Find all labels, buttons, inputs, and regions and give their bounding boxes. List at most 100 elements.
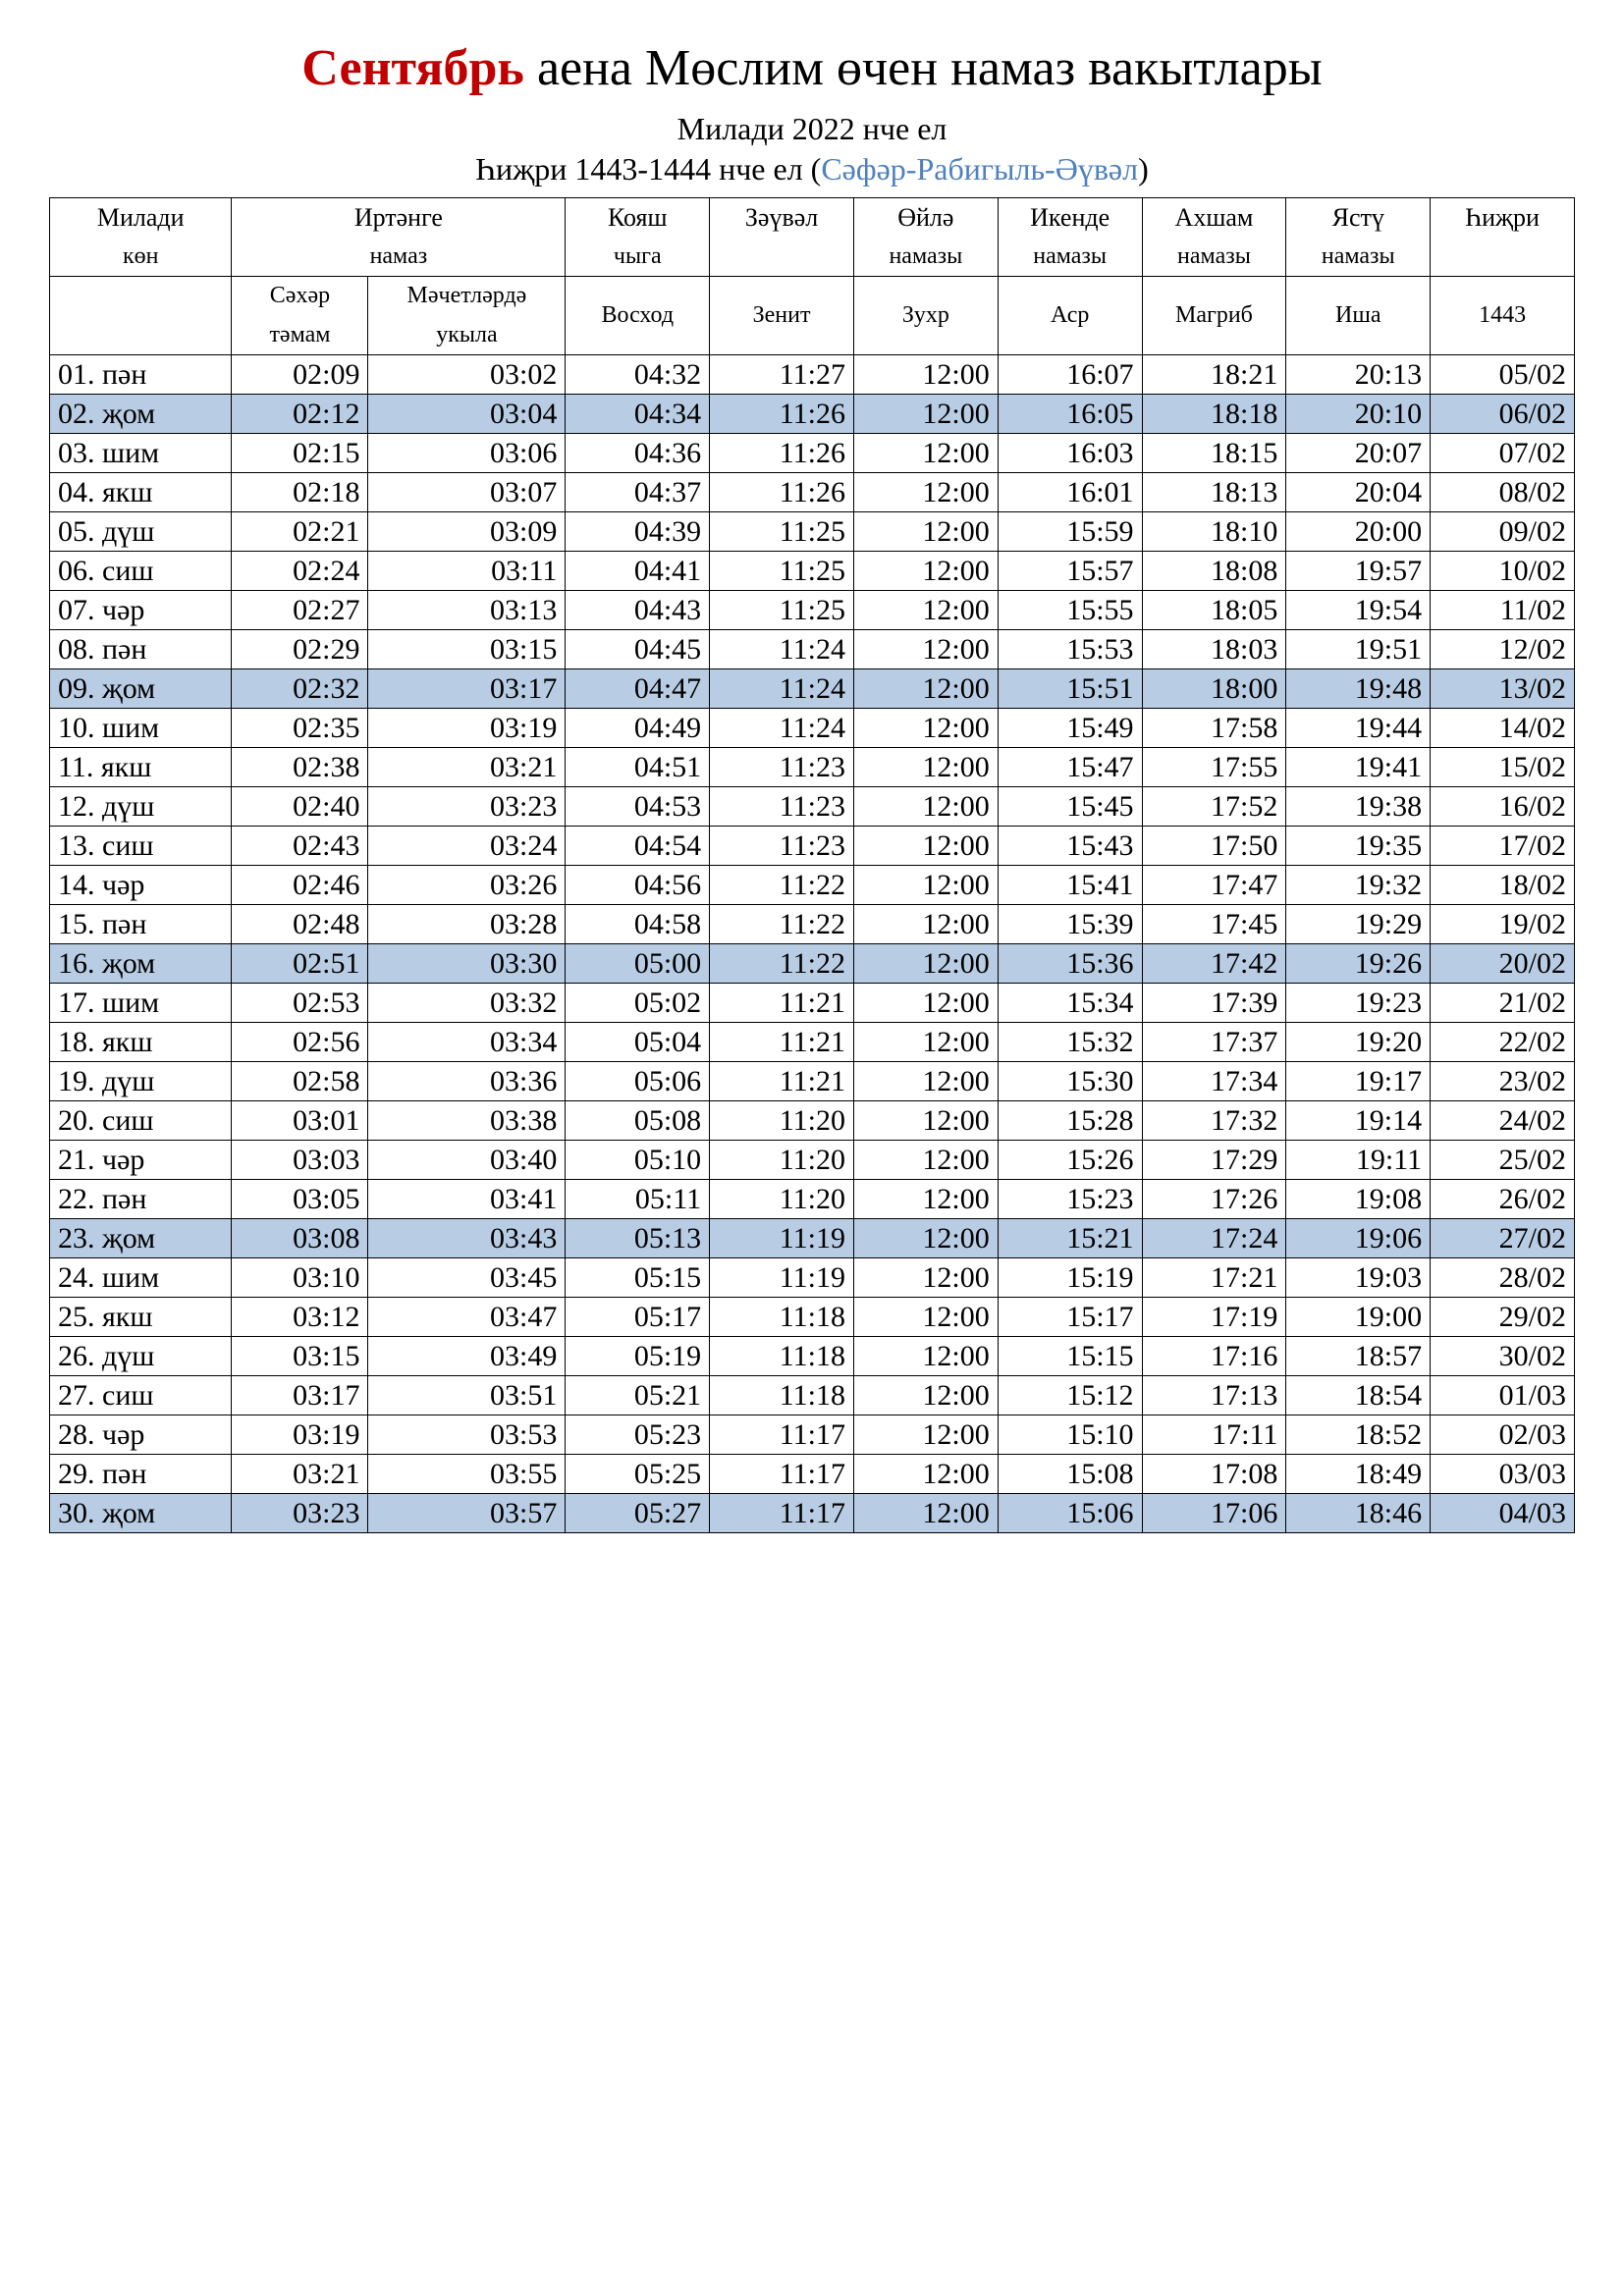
table-row: 28. чәр03:1903:5305:2311:1712:0015:1017:… xyxy=(50,1415,1575,1455)
cell-mosque: 03:23 xyxy=(368,787,566,827)
th-sahar: Сәхәр xyxy=(232,277,368,316)
cell-maghrib: 17:24 xyxy=(1142,1219,1286,1258)
cell-maghrib: 17:16 xyxy=(1142,1337,1286,1376)
cell-isha: 19:57 xyxy=(1286,552,1431,591)
cell-sunrise: 04:32 xyxy=(566,355,710,395)
cell-asr: 15:57 xyxy=(998,552,1142,591)
cell-asr: 15:53 xyxy=(998,630,1142,669)
cell-hijri: 01/03 xyxy=(1431,1376,1575,1415)
cell-zenith: 11:22 xyxy=(710,866,854,905)
cell-isha: 19:03 xyxy=(1286,1258,1431,1298)
table-row: 18. якш02:5603:3405:0411:2112:0015:3217:… xyxy=(50,1023,1575,1062)
cell-zuhr: 12:00 xyxy=(853,1180,998,1219)
table-row: 24. шим03:1003:4505:1511:1912:0015:1917:… xyxy=(50,1258,1575,1298)
th-namazy2: намазы xyxy=(998,238,1142,277)
day: 26. дүш xyxy=(50,1337,232,1376)
th-yastu: Ястү xyxy=(1286,198,1431,238)
cell-maghrib: 17:50 xyxy=(1142,827,1286,866)
cell-zenith: 11:22 xyxy=(710,944,854,984)
cell-zuhr: 12:00 xyxy=(853,787,998,827)
th-zuhr: Зухр xyxy=(853,277,998,355)
day: 10. шим xyxy=(50,709,232,748)
table-row: 21. чәр03:0303:4005:1011:2012:0015:2617:… xyxy=(50,1141,1575,1180)
cell-asr: 15:47 xyxy=(998,748,1142,787)
hijri-suffix: ) xyxy=(1138,151,1149,187)
th-namaz: намаз xyxy=(232,238,566,277)
cell-zenith: 11:18 xyxy=(710,1298,854,1337)
cell-mosque: 03:41 xyxy=(368,1180,566,1219)
cell-maghrib: 18:15 xyxy=(1142,434,1286,473)
cell-mosque: 03:40 xyxy=(368,1141,566,1180)
cell-hijri: 30/02 xyxy=(1431,1337,1575,1376)
cell-mosque: 03:21 xyxy=(368,748,566,787)
day: 05. дүш xyxy=(50,512,232,552)
cell-maghrib: 17:37 xyxy=(1142,1023,1286,1062)
cell-isha: 19:14 xyxy=(1286,1101,1431,1141)
cell-asr: 15:34 xyxy=(998,984,1142,1023)
cell-hijri: 15/02 xyxy=(1431,748,1575,787)
cell-zenith: 11:24 xyxy=(710,630,854,669)
table-row: 05. дүш02:2103:0904:3911:2512:0015:5918:… xyxy=(50,512,1575,552)
cell-mosque: 03:32 xyxy=(368,984,566,1023)
cell-isha: 19:54 xyxy=(1286,591,1431,630)
day: 14. чәр xyxy=(50,866,232,905)
cell-maghrib: 17:08 xyxy=(1142,1455,1286,1494)
day: 11. якш xyxy=(50,748,232,787)
cell-sahar: 02:18 xyxy=(232,473,368,512)
cell-mosque: 03:13 xyxy=(368,591,566,630)
day: 09. җом xyxy=(50,669,232,709)
cell-asr: 15:32 xyxy=(998,1023,1142,1062)
cell-zenith: 11:19 xyxy=(710,1258,854,1298)
th-mosque: Мәчетләрдә xyxy=(368,277,566,316)
day: 24. шим xyxy=(50,1258,232,1298)
cell-hijri: 12/02 xyxy=(1431,630,1575,669)
cell-maghrib: 18:13 xyxy=(1142,473,1286,512)
th-chyga: чыга xyxy=(566,238,710,277)
cell-zuhr: 12:00 xyxy=(853,1494,998,1533)
day: 04. якш xyxy=(50,473,232,512)
cell-isha: 19:00 xyxy=(1286,1298,1431,1337)
cell-zuhr: 12:00 xyxy=(853,709,998,748)
th-hijri-year: 1443 xyxy=(1431,277,1575,355)
cell-sunrise: 05:13 xyxy=(566,1219,710,1258)
cell-hijri: 23/02 xyxy=(1431,1062,1575,1101)
cell-sunrise: 04:56 xyxy=(566,866,710,905)
cell-sunrise: 05:21 xyxy=(566,1376,710,1415)
cell-zenith: 11:24 xyxy=(710,709,854,748)
cell-isha: 18:54 xyxy=(1286,1376,1431,1415)
cell-mosque: 03:11 xyxy=(368,552,566,591)
cell-hijri: 21/02 xyxy=(1431,984,1575,1023)
cell-zuhr: 12:00 xyxy=(853,512,998,552)
cell-isha: 19:44 xyxy=(1286,709,1431,748)
cell-isha: 20:04 xyxy=(1286,473,1431,512)
th-zavval: Зәүвәл xyxy=(710,198,854,238)
cell-sahar: 02:09 xyxy=(232,355,368,395)
cell-mosque: 03:49 xyxy=(368,1337,566,1376)
cell-maghrib: 17:52 xyxy=(1142,787,1286,827)
day: 02. җом xyxy=(50,395,232,434)
day: 27. сиш xyxy=(50,1376,232,1415)
cell-sahar: 02:48 xyxy=(232,905,368,944)
cell-mosque: 03:07 xyxy=(368,473,566,512)
hijri-months: Сәфәр-Рабигыль-Әүвәл xyxy=(821,151,1138,187)
cell-asr: 15:08 xyxy=(998,1455,1142,1494)
cell-sahar: 03:08 xyxy=(232,1219,368,1258)
cell-zuhr: 12:00 xyxy=(853,1219,998,1258)
th-ahsham: Ахшам xyxy=(1142,198,1286,238)
th-voshod: Восход xyxy=(566,277,710,355)
cell-maghrib: 18:10 xyxy=(1142,512,1286,552)
table-row: 14. чәр02:4603:2604:5611:2212:0015:4117:… xyxy=(50,866,1575,905)
cell-zenith: 11:21 xyxy=(710,1062,854,1101)
cell-hijri: 27/02 xyxy=(1431,1219,1575,1258)
cell-sahar: 02:15 xyxy=(232,434,368,473)
cell-sahar: 02:27 xyxy=(232,591,368,630)
cell-sahar: 02:40 xyxy=(232,787,368,827)
cell-sunrise: 04:37 xyxy=(566,473,710,512)
day: 03. шим xyxy=(50,434,232,473)
cell-sahar: 03:01 xyxy=(232,1101,368,1141)
day: 20. сиш xyxy=(50,1101,232,1141)
cell-zuhr: 12:00 xyxy=(853,905,998,944)
th-ikende: Икенде xyxy=(998,198,1142,238)
cell-sunrise: 05:17 xyxy=(566,1298,710,1337)
cell-hijri: 18/02 xyxy=(1431,866,1575,905)
